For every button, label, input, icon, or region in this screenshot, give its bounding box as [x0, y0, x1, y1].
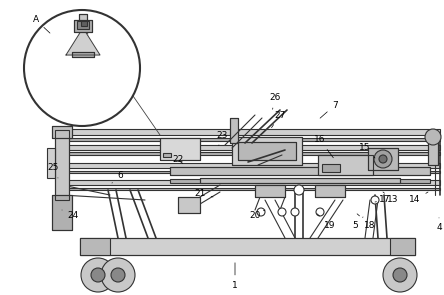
Bar: [79, 14, 87, 52]
Text: 4: 4: [436, 218, 442, 232]
Bar: [238, 142, 296, 160]
Text: 23: 23: [216, 130, 228, 145]
Bar: [77, 21, 89, 29]
Bar: [74, 20, 92, 32]
Text: 5: 5: [352, 217, 363, 230]
Circle shape: [111, 268, 125, 282]
Bar: [55, 130, 69, 200]
Text: 13: 13: [383, 192, 399, 204]
Bar: [428, 135, 438, 165]
Bar: [62, 188, 440, 190]
Text: 24: 24: [62, 210, 79, 219]
Circle shape: [81, 258, 115, 292]
Text: 18: 18: [357, 214, 376, 230]
Circle shape: [24, 10, 140, 126]
Bar: [428, 135, 438, 165]
Bar: [80, 238, 415, 255]
Bar: [52, 195, 72, 230]
Circle shape: [257, 208, 265, 216]
Text: 17: 17: [375, 196, 391, 204]
Bar: [238, 142, 296, 160]
Bar: [74, 20, 92, 32]
Circle shape: [379, 155, 387, 163]
Bar: [230, 118, 238, 143]
Bar: [200, 178, 400, 183]
Bar: [80, 238, 110, 255]
Bar: [170, 179, 430, 183]
Bar: [200, 178, 400, 183]
Bar: [368, 148, 398, 170]
Text: 27: 27: [272, 111, 285, 128]
Text: 15: 15: [359, 143, 375, 158]
Bar: [62, 180, 440, 185]
Text: 21: 21: [194, 189, 213, 197]
Text: 7: 7: [320, 101, 338, 118]
Bar: [62, 129, 440, 135]
Bar: [47, 148, 55, 178]
Text: 22: 22: [172, 155, 184, 165]
Bar: [232, 137, 302, 165]
Bar: [390, 238, 415, 255]
Circle shape: [101, 258, 135, 292]
Circle shape: [291, 208, 299, 216]
Bar: [368, 148, 398, 170]
Bar: [62, 171, 440, 173]
Text: 26: 26: [270, 94, 281, 109]
Bar: [318, 155, 373, 175]
Bar: [72, 52, 94, 57]
Circle shape: [316, 208, 324, 216]
Bar: [178, 197, 200, 213]
Circle shape: [294, 185, 304, 195]
Bar: [170, 167, 430, 175]
Bar: [72, 52, 94, 57]
Text: 19: 19: [317, 214, 336, 230]
Text: 14: 14: [409, 192, 428, 204]
Bar: [80, 238, 415, 255]
Text: 6: 6: [112, 171, 123, 183]
Bar: [79, 14, 87, 52]
Bar: [62, 138, 440, 141]
Bar: [52, 195, 72, 230]
Bar: [81, 21, 87, 26]
Text: 20: 20: [250, 210, 265, 219]
Bar: [160, 138, 200, 160]
Text: 25: 25: [48, 163, 59, 178]
Bar: [170, 167, 430, 175]
Circle shape: [371, 196, 379, 204]
Bar: [160, 138, 200, 160]
Bar: [178, 197, 200, 213]
Circle shape: [425, 129, 441, 145]
Circle shape: [91, 268, 105, 282]
Circle shape: [374, 150, 392, 168]
Bar: [318, 155, 373, 175]
Bar: [255, 185, 285, 197]
Circle shape: [383, 258, 417, 292]
Circle shape: [278, 208, 286, 216]
Bar: [62, 163, 440, 168]
Bar: [255, 185, 285, 197]
Bar: [52, 126, 72, 138]
Bar: [230, 118, 238, 143]
Text: 16: 16: [314, 135, 333, 158]
Bar: [52, 126, 72, 138]
Circle shape: [393, 268, 407, 282]
Bar: [163, 153, 171, 157]
Text: 1: 1: [232, 263, 238, 289]
Text: A: A: [33, 16, 50, 33]
Bar: [62, 145, 440, 150]
Polygon shape: [66, 28, 100, 55]
Bar: [322, 164, 340, 172]
Bar: [315, 185, 345, 197]
Bar: [55, 130, 69, 200]
Bar: [315, 185, 345, 197]
Bar: [232, 137, 302, 165]
Bar: [62, 152, 440, 155]
